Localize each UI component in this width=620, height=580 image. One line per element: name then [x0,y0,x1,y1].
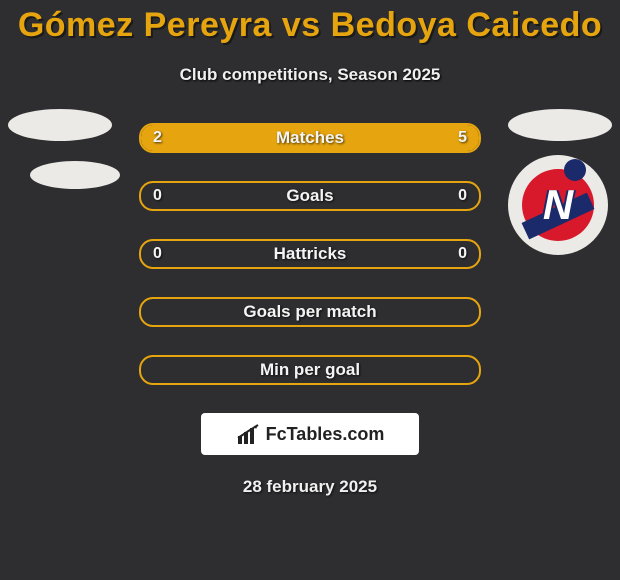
stat-value-right: 0 [458,245,467,263]
stat-value-right: 0 [458,187,467,205]
crest-letter: N [543,181,573,229]
stat-label: Goals per match [243,302,376,322]
stat-row: 0 0 Goals [0,181,620,211]
subtitle: Club competitions, Season 2025 [0,65,620,85]
stat-bar: Goals per match [139,297,481,327]
stat-value-left: 0 [153,187,162,205]
stat-bar: Min per goal [139,355,481,385]
stat-bar: 0 0 Goals [139,181,481,211]
stat-label: Hattricks [274,244,347,264]
stat-row: 0 0 Hattricks [0,239,620,269]
stat-row: Goals per match [0,297,620,327]
stat-value-right: 5 [458,129,467,147]
stat-row: Min per goal [0,355,620,385]
stat-row: 2 5 Matches [0,123,620,153]
stat-value-left: 2 [153,129,162,147]
stat-value-left: 0 [153,245,162,263]
brand-logo: FcTables.com [201,413,419,455]
brand-text: FcTables.com [266,424,385,445]
stat-bar: 0 0 Hattricks [139,239,481,269]
stat-label: Goals [286,186,333,206]
stat-bar: 2 5 Matches [139,123,481,153]
bar-fill-right [238,125,479,151]
date-label: 28 february 2025 [0,477,620,497]
comparison-content: N 2 5 Matches 0 0 Goals 0 0 Hattricks Goals per m… [0,123,620,497]
stat-label: Matches [276,128,344,148]
stat-label: Min per goal [260,360,360,380]
crest-ball-icon [564,159,586,181]
page-title: Gómez Pereyra vs Bedoya Caicedo [0,0,620,45]
chart-icon [236,424,262,444]
